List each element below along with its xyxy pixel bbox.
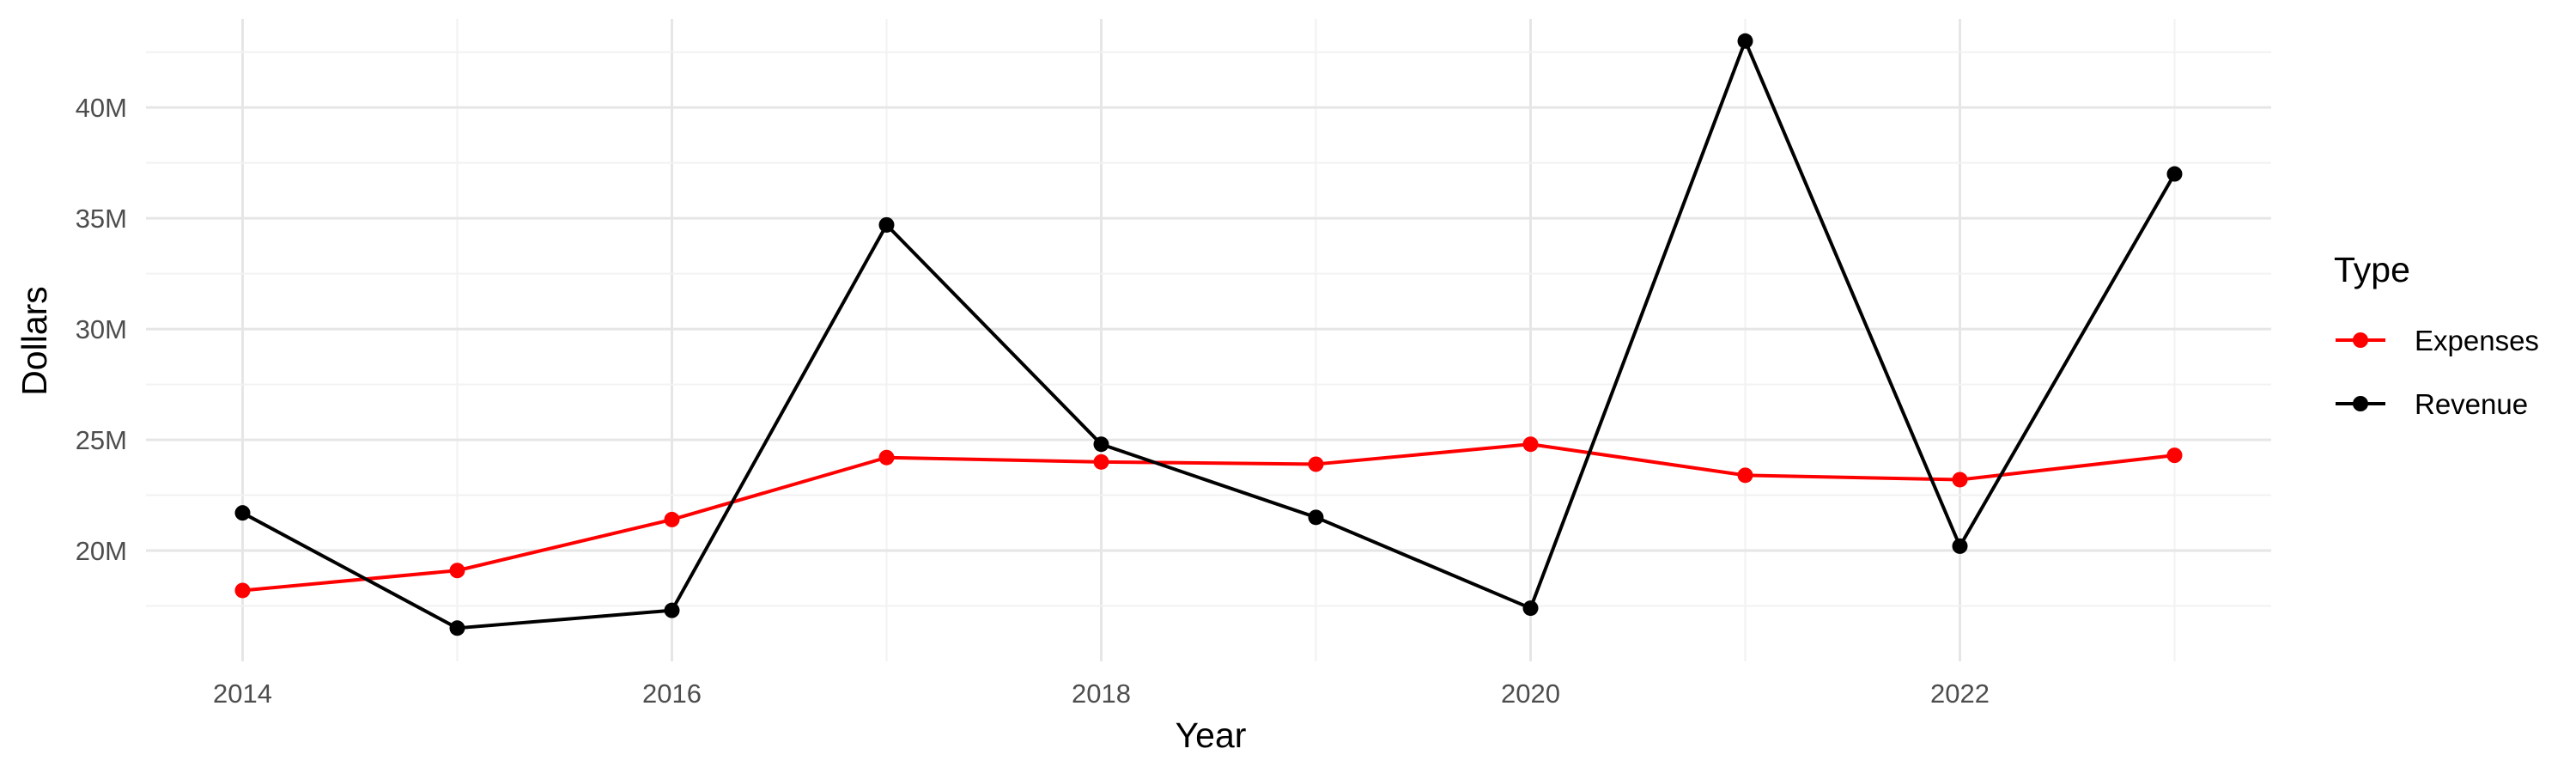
expenses-point xyxy=(878,449,895,466)
revenue-point xyxy=(1737,33,1753,49)
series-layer xyxy=(240,39,2177,630)
legend-item-expenses: Expenses xyxy=(2336,325,2539,356)
expenses-point xyxy=(1737,467,1753,484)
revenue-point xyxy=(234,505,251,521)
y-tick-label: 35M xyxy=(76,204,127,234)
x-axis-title: Year xyxy=(1176,715,1247,755)
revenue-point xyxy=(449,620,465,636)
legend-title: Type xyxy=(2334,250,2410,289)
expenses-line xyxy=(240,442,2177,593)
revenue-point xyxy=(2166,166,2183,182)
revenue-point xyxy=(664,602,680,618)
x-tick-label: 2022 xyxy=(1930,679,1990,709)
revenue-point xyxy=(1093,436,1109,453)
legend-item-revenue: Revenue xyxy=(2336,388,2528,420)
expenses-point xyxy=(1308,456,1324,472)
legend-label-revenue: Revenue xyxy=(2415,388,2528,420)
y-tick-label: 30M xyxy=(76,314,127,344)
revenue-point xyxy=(1952,538,1968,554)
x-tick-label: 2020 xyxy=(1501,679,1560,709)
points-layer xyxy=(234,33,2183,636)
x-tick-label: 2014 xyxy=(213,679,272,709)
legend-key-point-expenses xyxy=(2353,332,2368,348)
x-tick-label: 2018 xyxy=(1072,679,1131,709)
expenses-point xyxy=(2166,447,2183,464)
expenses-point xyxy=(1952,472,1968,488)
grid-layer xyxy=(146,19,2271,661)
legend-key-point-revenue xyxy=(2353,396,2368,411)
legend-label-expenses: Expenses xyxy=(2415,325,2539,356)
revenue-point xyxy=(1308,509,1324,526)
y-tick-label: 20M xyxy=(76,536,127,566)
expenses-point xyxy=(1522,436,1539,453)
expenses-point xyxy=(1093,453,1109,470)
y-tick-label: 25M xyxy=(76,425,127,455)
legend: Type Expenses Revenue xyxy=(2334,250,2539,420)
x-tick-label: 2016 xyxy=(642,679,702,709)
revenue-point xyxy=(878,216,895,233)
revenue-line xyxy=(240,39,2177,630)
expenses-point xyxy=(449,563,465,579)
legend-items: Expenses Revenue xyxy=(2336,325,2539,420)
y-tick-label: 40M xyxy=(76,93,127,123)
expenses-point xyxy=(664,511,680,527)
y-axis-title: Dollars xyxy=(15,286,54,396)
expenses-point xyxy=(234,582,251,599)
tick-label-layer: 2014 2016 2018 2020 2022 20M 25M 30M 35M 40M xyxy=(76,93,1990,709)
revenue-point xyxy=(1522,600,1539,617)
